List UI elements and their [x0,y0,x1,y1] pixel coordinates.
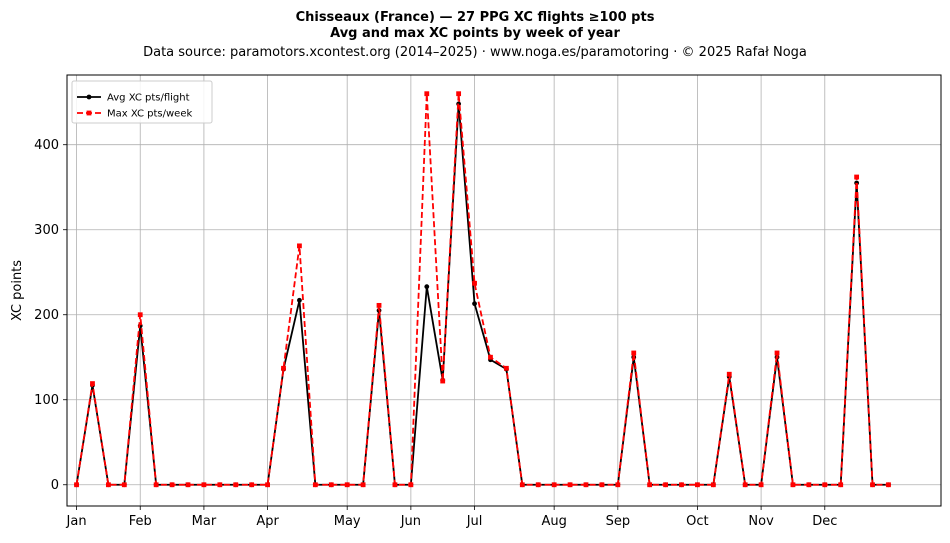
data-point [153,482,159,488]
x-tick-label: Mar [192,514,217,529]
grid [67,75,941,506]
data-point [583,482,589,488]
chart-subtitle: Avg and max XC points by week of year [330,26,620,41]
data-point [408,482,414,488]
data-point [472,280,477,286]
chart-source-note: Data source: paramotors.xcontest.org (20… [143,45,807,60]
data-point [567,482,573,488]
data-point [615,482,621,488]
data-point [886,482,891,488]
data-point [519,482,525,488]
series-line [75,92,889,486]
data-point [424,284,430,290]
data-point [710,482,716,488]
data-point [599,482,605,488]
data-point [503,365,509,371]
data-point [297,243,302,249]
data-point [535,482,541,488]
plot-frame [66,74,942,507]
x-tick-label: Apr [256,514,279,529]
data-point [185,482,191,488]
data-point [742,482,748,488]
x-tick-label: Nov [748,514,774,529]
legend-label: Max XC pts/week [107,109,192,120]
data-point [456,91,462,97]
x-tick-label: Jun [400,514,421,529]
axis-ticks: Jan Feb Mar Apr May Jun Jul Aug Sep Oct Nov Dec 0 100… [34,138,837,529]
data-point [297,297,302,303]
data-point [344,482,350,488]
data-point [758,482,764,488]
data-point [663,482,668,488]
data-point [74,482,79,488]
data-point [265,482,270,488]
data-point [488,354,493,360]
data-point [440,378,446,384]
data-point [169,482,175,488]
data-point [137,312,143,318]
data-point [774,350,780,356]
data-point [201,482,207,488]
x-tick-label: Aug [541,514,566,529]
data-point [424,91,430,97]
data-point [249,482,255,488]
data-point [838,482,844,488]
data-point [281,365,286,371]
x-tick-label: Sep [606,514,631,529]
legend-marker [86,110,92,116]
data-point [854,174,860,180]
legend-marker [86,94,92,100]
x-tick-label: Dec [812,514,837,529]
data-point [806,482,812,488]
data-point [121,482,127,488]
legend: Avg XC pts/flight Max XC pts/week [71,80,213,124]
data-point [392,482,398,488]
data-point [376,302,382,308]
data-point [679,482,684,488]
data-point [312,482,318,488]
data-point [105,482,111,488]
data-point [328,482,334,488]
y-tick-label: 100 [34,393,59,408]
x-tick-label: May [334,514,361,529]
data-point [790,482,796,488]
x-tick-label: Oct [686,514,708,529]
x-tick-label: Feb [129,514,152,529]
x-tick-label: Jul [466,514,483,529]
y-tick-label: 400 [34,138,59,153]
series-max [74,91,891,488]
series-layer [74,91,891,488]
y-axis-label: XC points [10,260,25,321]
x-tick-label: Jan [66,514,87,529]
y-tick-label: 300 [34,223,59,238]
data-point [90,381,95,386]
data-point [726,371,732,377]
data-point [360,482,366,488]
y-tick-label: 200 [34,308,59,323]
chart-title: Chisseaux (France) — 27 PPG XC flights ≥… [296,10,655,25]
y-tick-label: 0 [51,478,59,493]
data-point [647,482,653,488]
legend-box [71,80,213,124]
legend-label: Avg XC pts/flight [107,93,190,104]
data-point [695,482,700,488]
data-point [631,350,637,356]
data-point [233,482,239,488]
data-point [870,482,875,488]
data-point [822,482,828,488]
data-point [551,482,557,488]
series-line [75,103,889,486]
data-point [472,301,477,307]
data-point [217,482,223,488]
